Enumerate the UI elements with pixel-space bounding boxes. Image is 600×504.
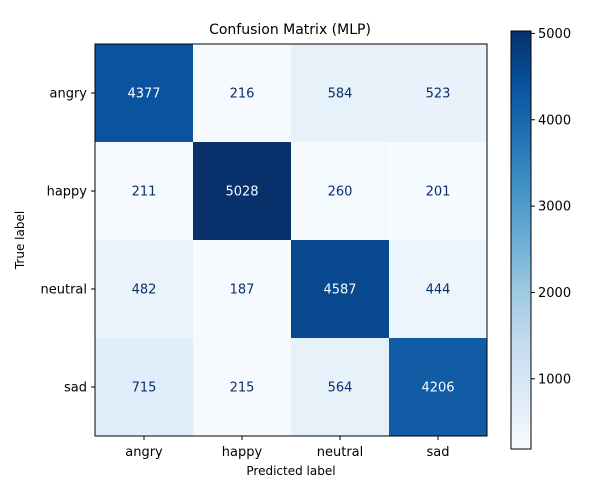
heatmap-cell <box>291 338 390 437</box>
heatmap-cell <box>95 142 194 241</box>
heatmap-cell <box>193 44 292 143</box>
x-tick-label: happy <box>222 445 263 460</box>
cell-value-label: 4206 <box>421 381 454 396</box>
heatmap-cell <box>389 44 488 143</box>
heatmap-cell <box>291 142 390 241</box>
heatmap-cell <box>193 142 292 241</box>
heatmap-cell <box>291 44 390 143</box>
cell-value-label: 260 <box>328 185 353 200</box>
cell-value-label: 215 <box>230 381 255 396</box>
plot-frame <box>94 43 488 437</box>
heatmap-cell <box>95 338 194 437</box>
cell-value-label: 4587 <box>323 283 356 298</box>
x-tick-label: angry <box>125 445 163 460</box>
heatmap-cell <box>95 240 194 339</box>
cell-value-label: 211 <box>132 185 157 200</box>
heatmap-cell <box>291 240 390 339</box>
y-tick-label: angry <box>50 87 88 102</box>
cell-value-label: 584 <box>328 87 353 102</box>
heatmap-cell <box>193 338 292 437</box>
x-axis-label: Predicted label <box>246 464 335 478</box>
colorbar-ticks: 1000 2000 3000 4000 5000 <box>531 27 571 387</box>
cell-value-label: 5028 <box>225 185 258 200</box>
cell-value-label: 482 <box>132 283 157 298</box>
y-tick-label: happy <box>47 185 88 200</box>
y-axis-ticks: angry happy neutral sad <box>41 87 95 396</box>
x-tick-label: neutral <box>317 445 364 460</box>
chart-title: Confusion Matrix (MLP) <box>209 22 371 38</box>
cell-value-label: 444 <box>426 283 451 298</box>
x-tick-label: sad <box>427 445 450 460</box>
colorbar-tick-label: 5000 <box>538 27 571 42</box>
heatmap-cell <box>389 142 488 241</box>
y-axis-label: True label <box>13 211 27 270</box>
cell-value-label: 187 <box>230 283 255 298</box>
heatmap-cell-labels: 4377 216 584 523 211 5028 260 201 482 187 4587 444 7… <box>127 87 454 396</box>
colorbar-tick-label: 3000 <box>538 200 571 215</box>
y-tick-label: neutral <box>41 283 88 298</box>
y-tick-label: sad <box>64 381 87 396</box>
x-axis-ticks: angry happy neutral sad <box>125 436 450 460</box>
colorbar-tick-label: 1000 <box>538 372 571 387</box>
heatmap-cell <box>389 240 488 339</box>
cell-value-label: 523 <box>426 87 451 102</box>
heatmap-cell <box>389 338 488 437</box>
colorbar <box>510 30 532 450</box>
cell-value-label: 201 <box>426 185 451 200</box>
cell-value-label: 564 <box>328 381 353 396</box>
heatmap-cell <box>95 44 194 143</box>
heatmap-cell <box>193 240 292 339</box>
cell-value-label: 216 <box>230 87 255 102</box>
cell-value-label: 715 <box>132 381 157 396</box>
cell-value-label: 4377 <box>127 87 160 102</box>
heatmap-cells <box>95 44 488 437</box>
colorbar-tick-label: 4000 <box>538 113 571 128</box>
colorbar-tick-label: 2000 <box>538 286 571 301</box>
